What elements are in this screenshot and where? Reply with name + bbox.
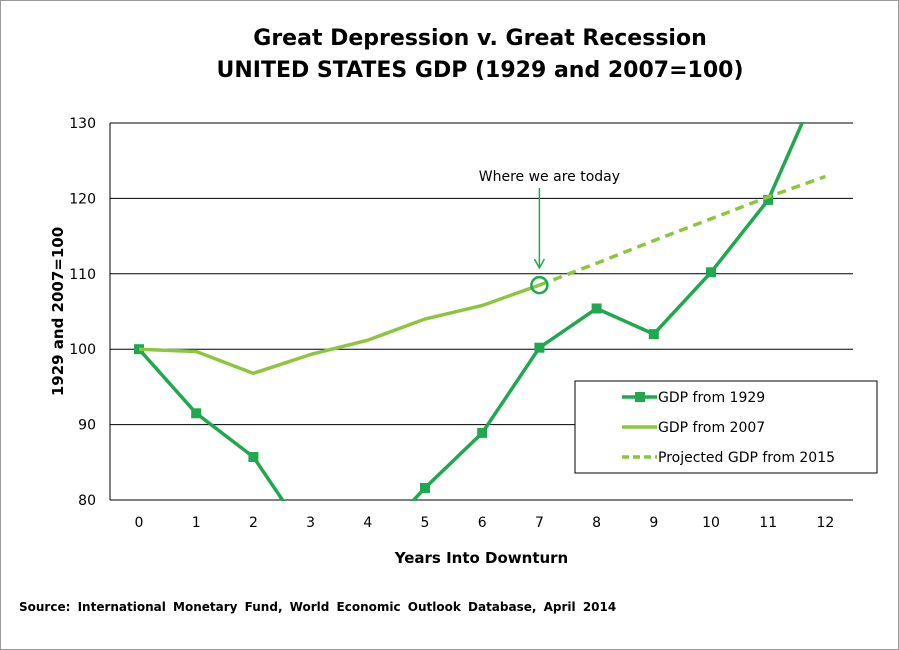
annotation-label: Where we are today (479, 169, 620, 185)
series-marker (248, 452, 259, 463)
y-axis-title: 1929 and 2007=100 (49, 227, 67, 396)
series-line-2 (138, 283, 540, 376)
series-marker (591, 303, 602, 314)
legend-label-3: Projected GDP from 2015 (658, 450, 835, 466)
x-tick-label: 10 (702, 515, 720, 531)
y-tick-label: 120 (69, 191, 96, 207)
annotation-arrow-head (533, 258, 546, 270)
x-tick-label: 2 (249, 515, 258, 531)
x-tick-label: 11 (759, 515, 777, 531)
series-line-3 (538, 174, 826, 287)
x-tick-label: 3 (306, 515, 315, 531)
series-group (134, 122, 826, 501)
x-tick-label: 0 (135, 515, 144, 531)
y-tick-label: 80 (78, 493, 96, 509)
legend-label-2: GDP from 2007 (658, 420, 765, 436)
x-tick-label: 9 (649, 515, 658, 531)
x-tick-label: 8 (592, 515, 601, 531)
x-tick-label: 4 (363, 515, 372, 531)
series-marker (648, 329, 659, 340)
today-circle (530, 275, 549, 295)
series-marker (191, 408, 202, 419)
x-tick-label: 1 (192, 515, 201, 531)
x-tick-label: 6 (478, 515, 487, 531)
x-axis-title: Years Into Downturn (394, 549, 569, 567)
series-marker (420, 482, 430, 493)
y-tick-label: 110 (69, 267, 96, 283)
series-marker (763, 194, 774, 205)
series-marker (706, 267, 716, 278)
series-marker (534, 342, 545, 353)
y-tick-label: 90 (78, 418, 96, 434)
legend-label-1: GDP from 1929 (658, 390, 765, 406)
series-line-1 (137, 122, 805, 501)
y-tick-label: 130 (69, 116, 96, 132)
source-note: Source: International Monetary Fund, Wor… (19, 600, 617, 614)
legend-marker (635, 392, 645, 402)
x-tick-label: 12 (816, 515, 834, 531)
x-tick-label: 7 (535, 515, 544, 531)
chart-subtitle: UNITED STATES GDP (1929 and 2007=100) (216, 58, 744, 83)
y-tick-label: 100 (69, 342, 96, 358)
x-tick-label: 5 (421, 515, 430, 531)
series-marker (477, 427, 488, 438)
chart-title: Great Depression v. Great Recession (253, 26, 707, 51)
